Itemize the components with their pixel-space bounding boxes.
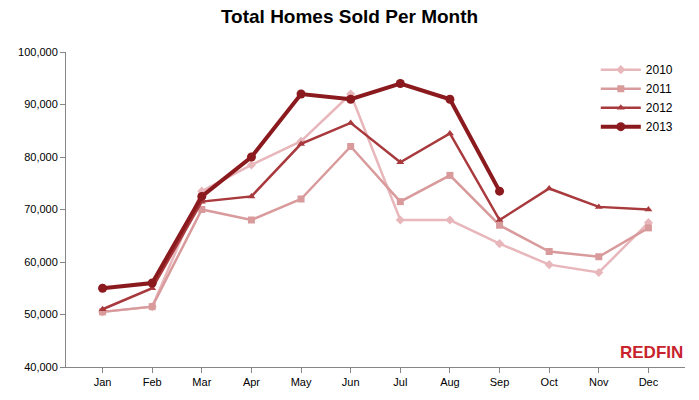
svg-text:May: May [291, 376, 312, 388]
svg-text:Total Homes Sold Per Month: Total Homes Sold Per Month [221, 6, 478, 27]
svg-text:2013: 2013 [646, 120, 673, 134]
svg-text:Jun: Jun [342, 376, 360, 388]
svg-text:REDFIN: REDFIN [620, 343, 683, 362]
svg-text:Jul: Jul [393, 376, 407, 388]
svg-text:100,000: 100,000 [18, 46, 58, 58]
svg-text:2011: 2011 [646, 82, 672, 96]
svg-text:2010: 2010 [646, 63, 673, 77]
svg-text:Jan: Jan [94, 376, 112, 388]
svg-text:Oct: Oct [541, 376, 558, 388]
svg-text:Nov: Nov [589, 376, 609, 388]
svg-text:60,000: 60,000 [24, 256, 58, 268]
svg-text:Sep: Sep [490, 376, 510, 388]
svg-text:50,000: 50,000 [24, 308, 58, 320]
svg-text:90,000: 90,000 [24, 98, 58, 110]
svg-text:Feb: Feb [143, 376, 162, 388]
svg-text:Apr: Apr [243, 376, 260, 388]
svg-text:40,000: 40,000 [24, 361, 58, 373]
svg-text:Dec: Dec [639, 376, 659, 388]
svg-text:2012: 2012 [646, 101, 673, 115]
svg-text:70,000: 70,000 [24, 203, 58, 215]
svg-text:Aug: Aug [440, 376, 460, 388]
svg-text:80,000: 80,000 [24, 151, 58, 163]
svg-text:Mar: Mar [192, 376, 211, 388]
